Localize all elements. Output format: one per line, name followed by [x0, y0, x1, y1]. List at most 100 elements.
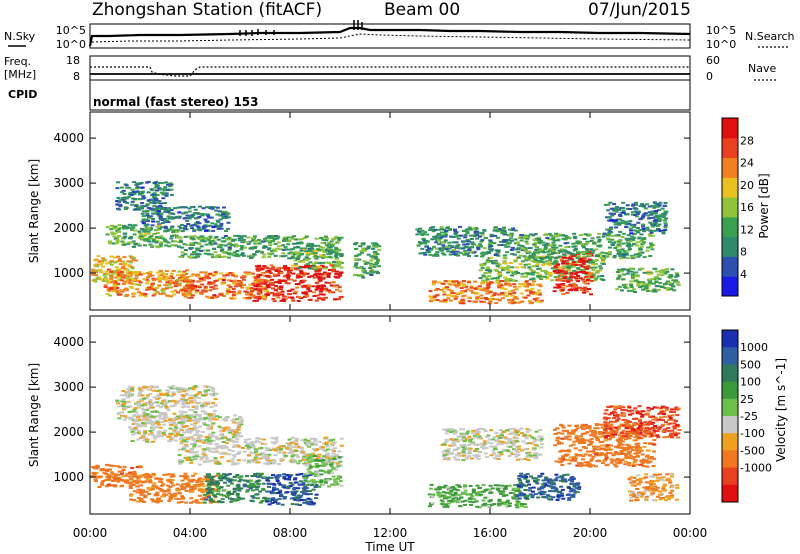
velocity-cell-0: [127, 385, 132, 388]
power-cell-6: [189, 296, 194, 299]
power-cell-16: [663, 286, 668, 289]
power-cell-0: [156, 201, 160, 204]
power-cell-1: [143, 218, 148, 221]
power-cell-12: [591, 269, 596, 272]
power-cell-0: [121, 196, 126, 199]
power-cell-12: [485, 259, 490, 262]
power-cell-2: [173, 244, 178, 247]
power-cell-5: [186, 282, 191, 285]
power-cell-10: [475, 230, 480, 233]
velocity-cell-1: [227, 426, 232, 429]
power-cell-5: [169, 275, 174, 278]
velocity-cell-0: [121, 408, 126, 411]
power-cell-12: [481, 263, 486, 266]
velocity-cell-2: [300, 449, 305, 452]
power-cell-14: [571, 242, 576, 245]
power-cell-3: [282, 240, 286, 242]
velocity-cell-1: [167, 440, 172, 442]
velocity-cell-2: [232, 455, 237, 458]
velocity-cell-2: [189, 451, 194, 454]
power-cell-14: [537, 250, 542, 253]
velocity-cell-2: [184, 445, 189, 448]
power-cell-3: [308, 245, 313, 248]
power-cell-2: [115, 240, 120, 243]
velocity-cell-1: [221, 429, 226, 432]
power-cell-10: [463, 234, 468, 237]
velocity-cell-2: [227, 449, 232, 451]
velocity-cell-1: [130, 440, 135, 442]
power-cell-15: [642, 213, 647, 216]
velocity-cell-1: [188, 436, 193, 439]
power-cell-11: [500, 287, 505, 289]
velocity-cell-1: [173, 439, 178, 442]
power-cell-3: [201, 249, 206, 252]
power-cell-12: [572, 269, 577, 272]
power-cell-14: [527, 256, 532, 259]
velocity-cell-2: [248, 459, 253, 462]
power-cell-11: [451, 292, 456, 295]
power-cell-2: [114, 227, 118, 230]
power-cell-11: [454, 295, 459, 298]
velocity-cell-1: [180, 429, 185, 432]
velocity-cell-0: [146, 413, 151, 416]
velocity-cell-2: [237, 451, 242, 453]
power-cell-14: [557, 249, 562, 252]
velocity-cell-2: [230, 460, 235, 463]
power-cell-12: [566, 266, 570, 269]
velocity-cell-0: [137, 402, 142, 405]
velocity-cell-2: [251, 452, 256, 455]
power-cell-3: [191, 244, 195, 246]
power-cell-5: [125, 293, 130, 296]
power-cell-7: [317, 268, 322, 271]
power-cell-10: [433, 237, 438, 240]
power-cell-7: [314, 288, 319, 291]
velocity-cell-2: [325, 456, 330, 459]
power-cell-5: [133, 272, 138, 275]
power-cell-2: [140, 228, 145, 230]
power-cell-10: [499, 240, 504, 243]
power-cell-12: [576, 267, 581, 270]
velocity-cell-1: [131, 433, 135, 436]
velocity-cell-3: [121, 475, 126, 478]
power-cell-12: [602, 257, 607, 260]
power-cell-2: [114, 242, 119, 245]
power-cell-5: [117, 274, 122, 277]
power-cell-12: [582, 255, 587, 258]
power-cell-14: [572, 235, 577, 238]
velocity-cell-0: [161, 404, 166, 407]
freq-label-1: Freq.: [4, 55, 31, 68]
power-cell-6: [208, 273, 212, 275]
power-cell-13: [574, 279, 579, 281]
power-cell-15: [613, 223, 618, 226]
velocity-cell-1: [202, 439, 207, 442]
power-cell-2: [151, 233, 156, 236]
power-cell-3: [205, 236, 210, 239]
power-cell-6: [249, 292, 253, 294]
power-cell-1: [183, 211, 188, 214]
velocity-cell-2: [303, 440, 307, 443]
power-cell-5: [112, 283, 117, 286]
power-cell-11: [453, 297, 458, 300]
power-cell-14: [641, 238, 645, 241]
power-cell-0: [154, 183, 159, 186]
power-cell-1: [216, 206, 220, 209]
power-cell-7: [335, 270, 340, 273]
velocity-cell-3: [113, 475, 118, 478]
power-cell-5: [131, 279, 136, 282]
velocity-cell-1: [145, 416, 150, 419]
power-cell-10: [479, 240, 484, 243]
power-cell-1: [145, 220, 150, 222]
power-cell-15: [663, 226, 668, 229]
power-cell-12: [527, 266, 532, 269]
power-cell-12: [593, 260, 598, 262]
power-cell-12: [520, 275, 525, 278]
power-cell-9: [361, 243, 366, 246]
power-cell-0: [163, 188, 167, 191]
power-cell-12: [599, 267, 604, 270]
power-cell-3: [299, 238, 304, 241]
power-cell-7: [284, 282, 289, 285]
velocity-cell-0: [212, 409, 217, 412]
power-cell-15: [655, 203, 660, 205]
power-cell-10: [480, 232, 485, 235]
power-cell-16: [617, 274, 622, 277]
